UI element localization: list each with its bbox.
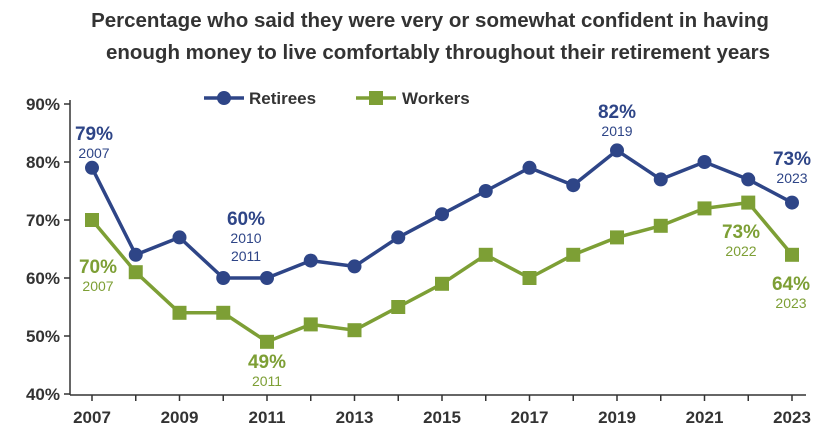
data-label-value: 79% bbox=[75, 124, 113, 145]
data-label-year: 2022 bbox=[725, 243, 756, 259]
data-label-year: 2023 bbox=[776, 170, 807, 186]
series-workers bbox=[85, 195, 799, 349]
data-label: 70%2007 bbox=[79, 257, 117, 294]
y-tick-label: 80% bbox=[26, 153, 60, 172]
y-tick-label: 60% bbox=[26, 269, 60, 288]
data-point-retirees bbox=[85, 160, 99, 175]
data-point-workers bbox=[303, 317, 318, 332]
data-point-retirees bbox=[391, 230, 406, 245]
data-point-retirees bbox=[566, 178, 581, 193]
chart-title: Percentage who said they were very or so… bbox=[91, 9, 769, 32]
data-point-workers bbox=[128, 265, 143, 280]
legend-retirees-label: Retirees bbox=[249, 89, 316, 108]
data-label: 60%2010 2011 bbox=[227, 209, 265, 264]
data-point-workers bbox=[697, 201, 712, 216]
data-label-year: 2011 bbox=[252, 373, 282, 389]
data-point-retirees bbox=[522, 160, 537, 175]
x-tick-label: 2017 bbox=[511, 408, 549, 427]
y-tick-label: 90% bbox=[26, 95, 60, 114]
annotation-layer: 79%200760%2010201182%201973%202370%20074… bbox=[75, 102, 811, 389]
data-point-workers bbox=[391, 300, 406, 314]
data-point-workers bbox=[566, 247, 581, 262]
data-label-value: 70% bbox=[79, 257, 117, 278]
data-label-value: 64% bbox=[772, 274, 810, 295]
y-tick-label: 40% bbox=[26, 385, 60, 404]
chart-subtitle: enough money to live comfortably through… bbox=[106, 41, 770, 64]
data-point-retirees bbox=[478, 184, 493, 198]
x-tick-label: 2007 bbox=[73, 408, 111, 427]
data-label-year: 2007 bbox=[78, 145, 109, 161]
data-label-value: 60% bbox=[227, 209, 265, 230]
series-line-workers bbox=[90, 200, 794, 344]
data-label: 64%2023 bbox=[772, 274, 810, 311]
data-point-workers bbox=[522, 271, 537, 285]
data-point-retirees bbox=[741, 172, 756, 187]
data-point-retirees bbox=[785, 195, 799, 210]
data-label-value: 82% bbox=[598, 102, 636, 123]
x-tick-label: 2013 bbox=[336, 408, 374, 427]
data-label-value: 73% bbox=[722, 222, 760, 243]
x-tick-label: 2019 bbox=[598, 408, 636, 427]
x-tick-label: 2015 bbox=[423, 408, 461, 427]
y-tick-label: 70% bbox=[26, 211, 60, 230]
x-tick-label: 2011 bbox=[249, 408, 286, 427]
data-point-workers bbox=[435, 276, 449, 291]
data-point-workers bbox=[653, 218, 668, 233]
data-point-retirees bbox=[610, 143, 624, 158]
data-point-workers bbox=[216, 305, 231, 320]
data-label: 79%2007 bbox=[75, 124, 113, 161]
data-label-year: 2007 bbox=[82, 278, 113, 294]
data-label: 73%2023 bbox=[773, 149, 811, 186]
data-point-retirees bbox=[435, 207, 449, 222]
data-point-retirees bbox=[260, 271, 274, 285]
data-point-retirees bbox=[128, 247, 143, 262]
data-label-year: 2023 bbox=[775, 295, 806, 311]
data-point-workers bbox=[172, 305, 187, 320]
data-point-workers bbox=[741, 195, 756, 210]
data-label-year: 2011 bbox=[231, 248, 261, 264]
data-label-value: 73% bbox=[773, 149, 811, 170]
data-label: 82%2019 bbox=[598, 102, 636, 139]
x-tick-label: 2023 bbox=[773, 408, 811, 427]
data-label: 73%2022 bbox=[722, 222, 760, 259]
data-point-retirees bbox=[347, 259, 362, 274]
data-label-year: 2019 bbox=[601, 123, 632, 139]
legend-retirees-marker bbox=[217, 91, 231, 105]
data-point-retirees bbox=[697, 155, 712, 169]
data-point-workers bbox=[260, 334, 274, 349]
legend-workers-label: Workers bbox=[402, 89, 470, 108]
data-point-workers bbox=[785, 247, 799, 262]
data-point-workers bbox=[347, 323, 362, 338]
data-point-retirees bbox=[172, 230, 187, 245]
data-point-workers bbox=[478, 247, 493, 262]
x-tick-label: 2009 bbox=[161, 408, 199, 427]
legend: Retirees Workers bbox=[204, 89, 470, 108]
series-retirees bbox=[85, 143, 799, 285]
x-tick-label: 2021 bbox=[686, 408, 724, 427]
axes: 40% 50% 60% 70% 80% 90% 2007 2009 2011 2013 2015 20… bbox=[26, 95, 811, 427]
legend-workers-marker bbox=[369, 91, 383, 105]
data-point-retirees bbox=[303, 253, 318, 268]
data-label: 49%2011 bbox=[248, 352, 286, 389]
data-point-retirees bbox=[216, 271, 231, 285]
series-layer bbox=[85, 143, 799, 349]
data-point-workers bbox=[610, 230, 624, 245]
data-label-value: 49% bbox=[248, 352, 286, 373]
data-point-retirees bbox=[653, 172, 668, 187]
data-point-workers bbox=[85, 213, 99, 227]
y-tick-label: 50% bbox=[26, 327, 60, 346]
data-label-year: 2010 bbox=[230, 230, 261, 246]
